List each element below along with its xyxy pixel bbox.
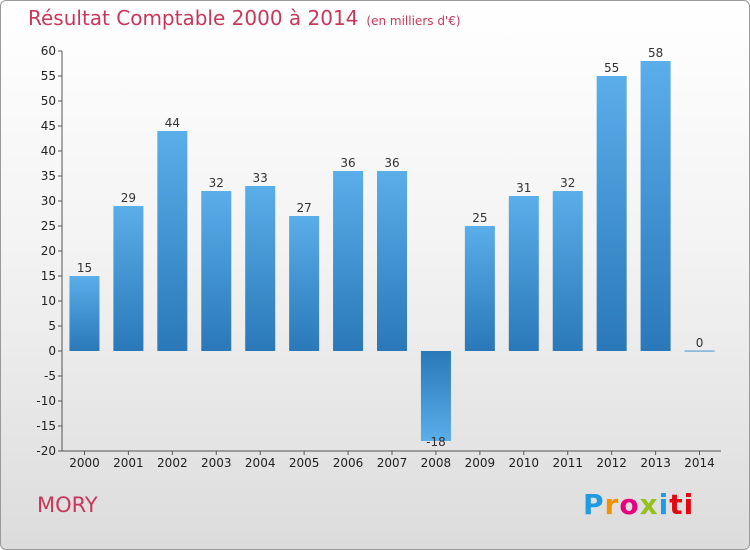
y-tick-label: -20 (36, 444, 56, 458)
bar (464, 226, 495, 351)
bar-value-label: 55 (604, 61, 619, 75)
x-tick-label: 2000 (69, 456, 100, 470)
bar-value-label: -18 (426, 435, 446, 449)
x-tick-label: 2011 (552, 456, 583, 470)
y-tick-label: 10 (41, 294, 56, 308)
x-tick-label: 2002 (157, 456, 188, 470)
bar-value-label: 44 (165, 116, 180, 130)
bar-value-label: 15 (77, 261, 92, 275)
y-tick-label: 40 (41, 144, 56, 158)
town-name: MORY (37, 493, 98, 517)
logo-letter: r (604, 488, 620, 521)
y-tick-label: 50 (41, 94, 56, 108)
bar-value-label: 0 (696, 336, 704, 350)
y-tick-label: 0 (48, 344, 56, 358)
bar-value-label: 32 (560, 176, 575, 190)
bar-value-label: 36 (340, 156, 355, 170)
logo-letter: i (658, 488, 670, 521)
bar-value-label: 32 (209, 176, 224, 190)
bar (69, 276, 100, 351)
y-tick-label: 35 (41, 169, 56, 183)
bar-value-label: 29 (121, 191, 136, 205)
x-tick-label: 2005 (289, 456, 320, 470)
y-tick-label: 5 (48, 319, 56, 333)
x-tick-label: 2001 (113, 456, 144, 470)
x-tick-label: 2009 (465, 456, 496, 470)
bar (508, 196, 539, 351)
logo-letter: o (619, 488, 640, 521)
x-tick-label: 2006 (333, 456, 364, 470)
bar-value-label: 36 (384, 156, 399, 170)
x-tick-label: 2007 (377, 456, 408, 470)
bar (684, 350, 715, 352)
y-tick-label: 15 (41, 269, 56, 283)
bar (113, 206, 144, 351)
y-tick-label: -10 (36, 394, 56, 408)
x-tick-label: 2003 (201, 456, 232, 470)
bar (377, 171, 407, 351)
bar (157, 131, 188, 351)
bar-value-label: 25 (472, 211, 487, 225)
y-tick-label: 60 (41, 44, 56, 58)
bar (245, 186, 276, 351)
x-tick-label: 2013 (640, 456, 671, 470)
proxiti-logo: Proxiti (583, 488, 694, 521)
bar (596, 76, 627, 351)
y-tick-label: 20 (41, 244, 56, 258)
logo-letter: x (639, 488, 659, 521)
bar (420, 351, 451, 441)
bar (201, 191, 232, 351)
chart-title: Résultat Comptable 2000 à 2014 (en millie… (28, 6, 461, 30)
bar (289, 216, 320, 351)
y-tick-label: -15 (36, 419, 56, 433)
bar-value-label: 58 (648, 46, 663, 60)
logo-letter: ti (669, 488, 695, 521)
x-tick-label: 2014 (684, 456, 715, 470)
y-tick-label: 25 (41, 219, 56, 233)
bars: 15 29 44 32 33 27 36 36 -18 25 31 32 55 58 0 (69, 46, 715, 449)
x-tick-label: 2008 (421, 456, 452, 470)
logo-letter: P (583, 488, 605, 521)
bar (640, 61, 671, 351)
bar-value-label: 33 (253, 171, 268, 185)
y-tick-label: 55 (41, 69, 56, 83)
title-text: Résultat Comptable 2000 à 2014 (28, 6, 359, 30)
bar (333, 171, 364, 351)
unit-label: (en milliers d'€) (366, 14, 461, 28)
y-tick-label: 30 (41, 194, 56, 208)
x-tick-label: 2012 (596, 456, 627, 470)
x-tick-label: 2004 (245, 456, 276, 470)
y-tick-label: 45 (41, 119, 56, 133)
y-tick-label: -5 (44, 369, 56, 383)
bar-value-label: 27 (296, 201, 311, 215)
bar-value-label: 31 (516, 181, 531, 195)
bar (552, 191, 583, 351)
x-tick-label: 2010 (509, 456, 540, 470)
